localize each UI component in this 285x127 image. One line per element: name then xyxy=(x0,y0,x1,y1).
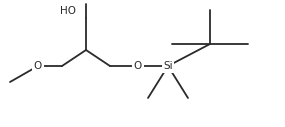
Text: O: O xyxy=(34,61,42,71)
Text: Si: Si xyxy=(163,61,173,71)
Text: HO: HO xyxy=(60,6,76,16)
Text: O: O xyxy=(134,61,142,71)
